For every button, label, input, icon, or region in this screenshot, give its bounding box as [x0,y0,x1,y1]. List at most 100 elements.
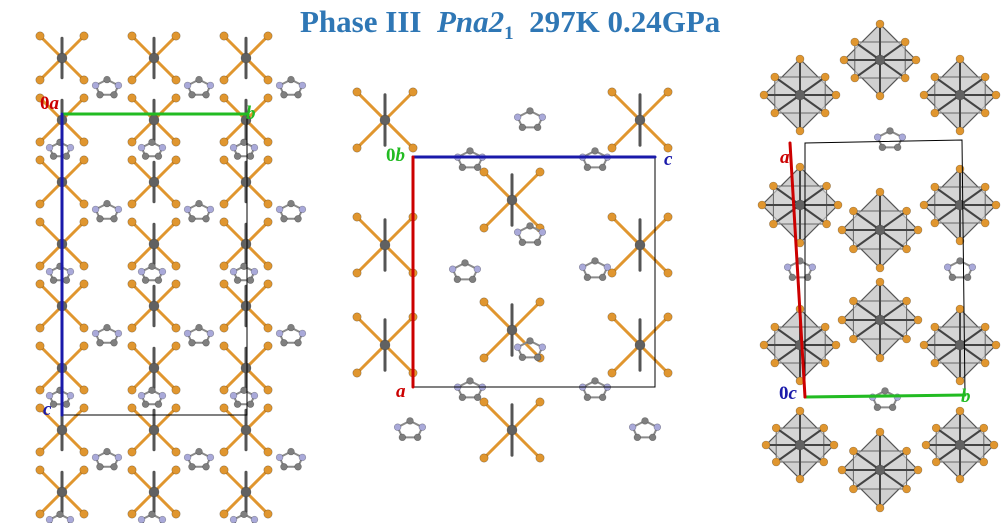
imidazolium-ring-icon [45,510,75,528]
halide-atom [352,312,362,322]
bond [60,406,86,432]
nitrogen-atom [418,423,427,431]
nitrogen-atom [114,453,123,462]
bond [38,468,64,494]
bond [152,468,178,494]
bond [879,450,908,471]
metal-atom [240,176,252,188]
bond [130,242,156,268]
halide-atom [849,206,858,216]
halide-atom [849,296,858,306]
metal-atom [148,300,160,312]
bond [38,158,64,184]
nitrogen-atom [968,263,977,271]
bond [355,315,387,347]
halide-atom [479,297,489,307]
bond [244,428,270,454]
halide-atom [875,91,885,101]
halide-atom [663,268,673,278]
metal-atom [56,424,68,436]
metal-atom [148,176,160,188]
bond [152,366,178,392]
metal-atom [874,464,886,476]
halide-atom [79,341,89,351]
bond [60,490,86,516]
halide-atom [955,126,965,136]
carbon-atom [466,147,474,155]
nitrogen-atom [653,423,662,431]
bond [222,406,248,432]
bond [152,344,178,370]
metal-halide-unit [352,87,418,153]
carbon-atom [453,275,462,284]
carbon-atom [195,323,203,332]
bond [130,56,156,82]
halide-atom [479,453,489,463]
panel3-axis-b-label: b [961,386,971,407]
bond [610,215,642,247]
panel3-axis-a-label: a [780,147,790,168]
metal-atom [148,114,160,126]
bond [60,220,86,246]
carbon-atom [294,339,302,347]
imidazolium-ring-icon [183,323,215,347]
carbon-atom [878,143,887,152]
bond [38,406,64,432]
carbon-atom [195,199,203,208]
bond [244,366,270,392]
bond [799,204,828,225]
metal-halide-unit [219,341,273,395]
halide-atom [171,323,181,333]
halide-atom [819,457,829,467]
halide-atom [79,447,89,457]
bond [222,366,248,392]
halide-atom [171,341,181,351]
bond [879,59,907,79]
imidazolium-ring-icon [229,386,259,408]
bond [130,304,156,330]
nitrogen-atom [513,343,522,351]
metal-atom [240,486,252,498]
halide-atom [875,427,885,437]
imidazolium-ring-icon [578,377,612,402]
bond [772,185,801,206]
carbon-atom [873,403,882,412]
bond [853,59,881,79]
bond [244,490,270,516]
imidazolium-ring-icon [91,447,123,471]
imidazolium-ring-icon [229,138,259,160]
nitrogen-atom [250,267,259,276]
bond [222,56,248,82]
octahedron-icon [837,277,923,363]
panel1-axis-c-label: c [43,399,52,420]
halide-atom [352,212,362,222]
imidazolium-ring-icon [275,447,307,471]
carbon-atom [294,215,302,223]
bond [879,41,907,61]
imidazolium-ring-icon [45,138,75,160]
halide-atom [352,368,362,378]
halide-atom [127,385,137,395]
nitrogen-atom [943,263,952,271]
carbon-atom [633,433,642,442]
metal-halide-unit [219,465,273,519]
nitrogen-atom [229,143,238,152]
carbon-atom [110,215,118,223]
halide-atom [930,182,940,192]
carbon-atom [141,400,150,408]
imidazolium-ring-icon [91,323,123,347]
halide-atom [35,465,45,475]
imidazolium-ring-icon [45,262,75,284]
nitrogen-atom [45,391,54,400]
halide-atom [769,219,778,229]
halide-atom [127,341,137,351]
halide-atom [955,474,965,484]
halide-atom [408,87,418,97]
metal-atom [240,424,252,436]
carbon-atom [195,75,203,84]
carbon-atom [458,393,467,402]
halide-atom [902,244,911,254]
bond [853,41,881,61]
bond [610,343,642,375]
bond [933,76,961,96]
